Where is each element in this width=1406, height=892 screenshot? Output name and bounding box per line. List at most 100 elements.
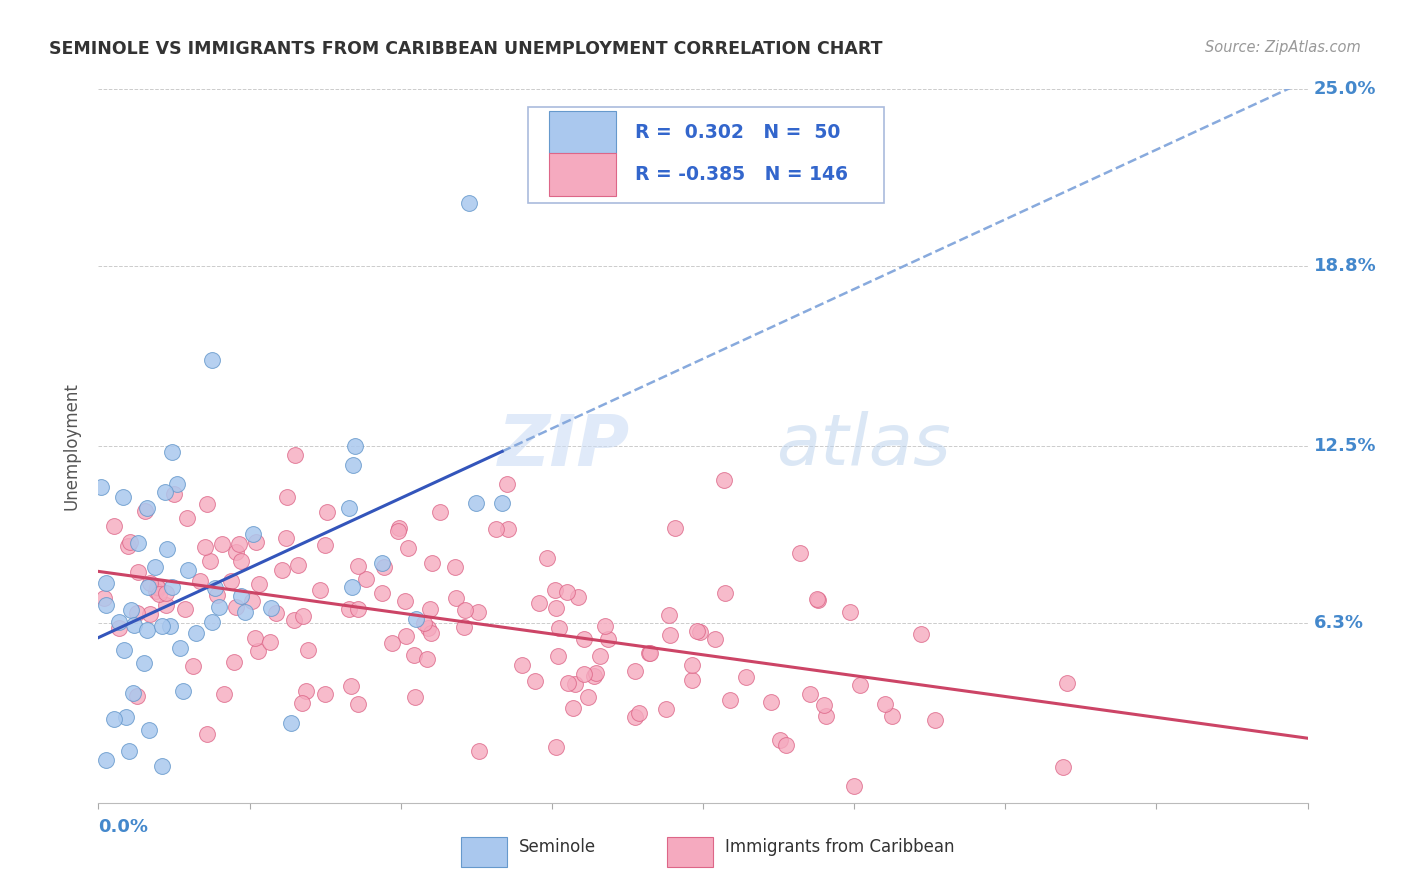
Point — [173, 602, 195, 616]
Text: Immigrants from Caribbean: Immigrants from Caribbean — [724, 838, 955, 856]
Point — [156, 541, 179, 556]
Point — [200, 554, 222, 568]
Point — [572, 632, 595, 647]
Point — [564, 677, 586, 691]
Point — [735, 670, 758, 684]
Point — [405, 612, 427, 626]
Point — [910, 627, 932, 641]
Text: R =  0.302   N =  50: R = 0.302 N = 50 — [636, 122, 841, 142]
Point — [228, 536, 250, 550]
Point — [245, 631, 267, 645]
Point — [134, 503, 156, 517]
Text: 12.5%: 12.5% — [1313, 437, 1376, 455]
Point — [404, 690, 426, 704]
Point — [457, 196, 479, 211]
Y-axis label: Unemployment: Unemployment — [62, 382, 80, 510]
Point — [561, 701, 583, 715]
Point — [93, 591, 115, 605]
Point — [260, 601, 283, 615]
Point — [814, 709, 837, 723]
Point — [387, 524, 409, 538]
Point — [396, 541, 419, 556]
Point — [402, 648, 425, 662]
Point — [212, 687, 235, 701]
Point — [799, 687, 821, 701]
Point — [150, 619, 173, 633]
Point — [287, 558, 309, 572]
Point — [844, 779, 866, 793]
Point — [681, 658, 703, 673]
Point — [231, 590, 253, 604]
Point — [420, 556, 443, 570]
Point — [467, 605, 489, 619]
Point — [120, 535, 142, 549]
Point — [510, 657, 533, 672]
Point — [703, 632, 725, 647]
Text: 6.3%: 6.3% — [1313, 614, 1364, 632]
Point — [394, 593, 416, 607]
Point — [121, 602, 143, 616]
Point — [429, 505, 451, 519]
Point — [370, 556, 392, 570]
Point — [339, 602, 361, 616]
Point — [159, 618, 181, 632]
Point — [219, 574, 242, 589]
Point — [108, 621, 131, 635]
Point — [172, 683, 194, 698]
Point — [544, 601, 567, 615]
Point — [371, 585, 394, 599]
Point — [127, 566, 149, 580]
Point — [160, 444, 183, 458]
Text: atlas: atlas — [776, 411, 950, 481]
Point — [245, 535, 267, 549]
Point — [270, 563, 292, 577]
Point — [659, 628, 682, 642]
Point — [314, 687, 336, 701]
FancyBboxPatch shape — [461, 837, 508, 867]
Point — [789, 546, 811, 560]
Point — [454, 603, 477, 617]
Point — [444, 591, 467, 605]
Point — [356, 573, 378, 587]
Point — [344, 439, 367, 453]
Point — [689, 624, 711, 639]
Point — [416, 621, 439, 635]
Point — [339, 679, 361, 693]
Point — [536, 551, 558, 566]
Point — [143, 560, 166, 574]
Point — [292, 609, 315, 624]
Point — [498, 522, 520, 536]
Point — [585, 665, 607, 680]
Point — [807, 592, 830, 607]
Point — [205, 588, 228, 602]
Point — [103, 712, 125, 726]
Point — [148, 581, 170, 595]
Point — [419, 602, 441, 616]
Point — [125, 689, 148, 703]
Point — [485, 522, 508, 536]
Point — [839, 605, 862, 619]
Point — [524, 673, 547, 688]
Point — [759, 695, 782, 709]
Point — [201, 615, 224, 629]
Point — [108, 615, 131, 629]
Point — [225, 545, 247, 559]
Point — [373, 560, 395, 574]
Point — [233, 605, 256, 619]
FancyBboxPatch shape — [666, 837, 713, 867]
Point — [413, 616, 436, 631]
Point — [395, 629, 418, 643]
Point — [924, 713, 946, 727]
Text: 0.0%: 0.0% — [98, 819, 149, 837]
Point — [496, 476, 519, 491]
Point — [242, 526, 264, 541]
Point — [111, 490, 134, 504]
Point — [453, 620, 475, 634]
Point — [875, 698, 897, 712]
Point — [276, 491, 298, 505]
Point — [247, 577, 270, 591]
Text: Seminole: Seminole — [519, 838, 596, 856]
Point — [195, 497, 218, 511]
Point — [204, 581, 226, 595]
Point — [340, 580, 363, 594]
